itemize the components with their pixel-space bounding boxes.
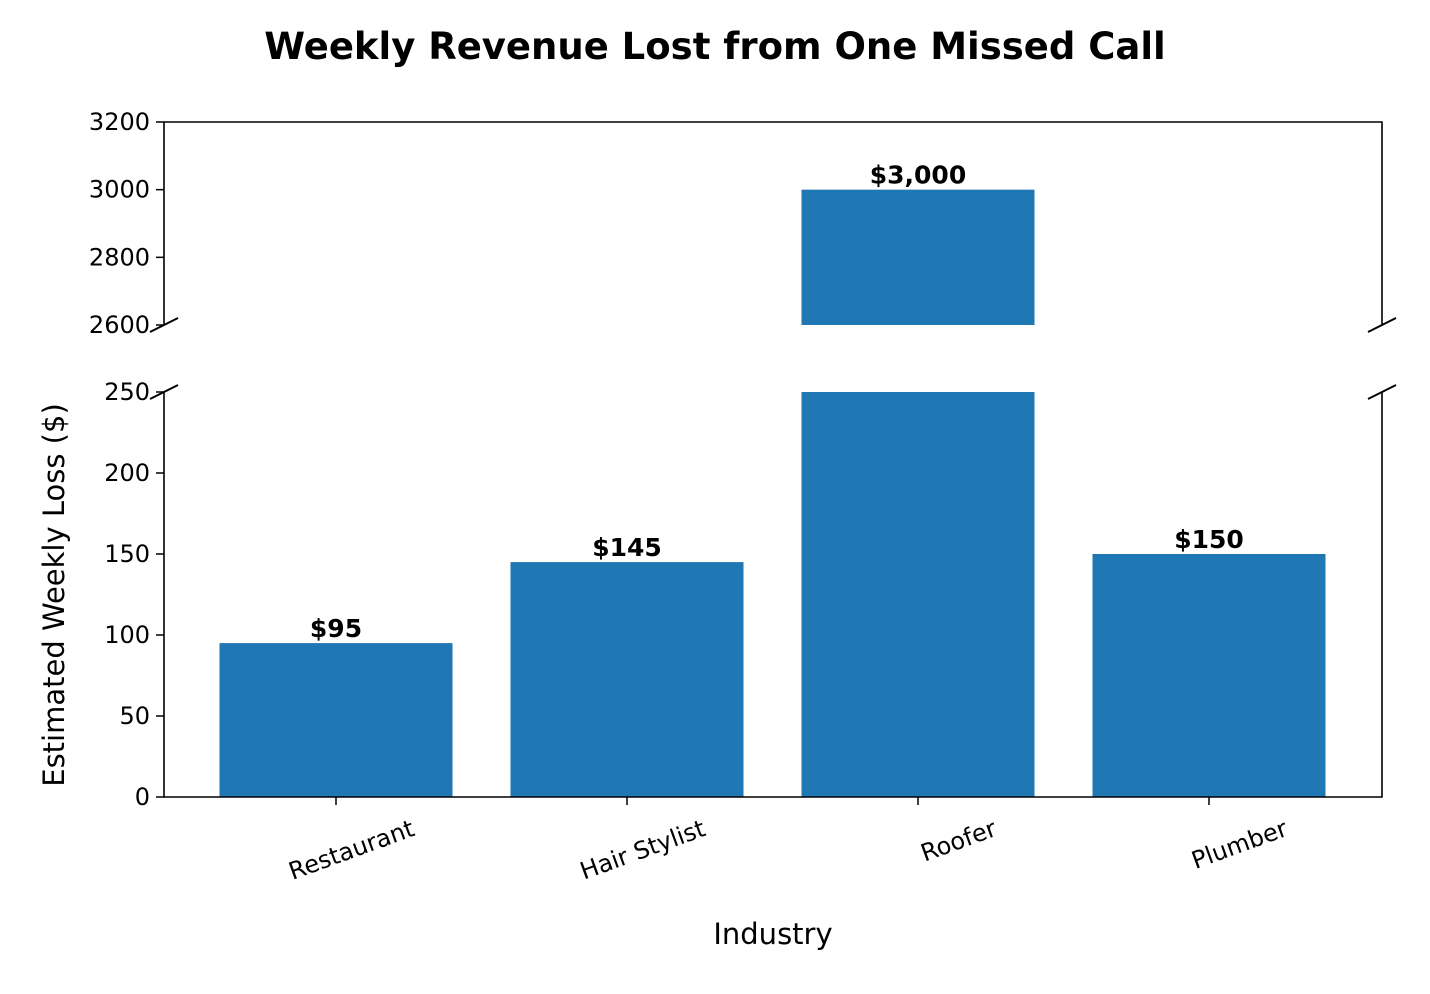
upper-y-tick-label: 2800 (89, 243, 150, 271)
lower-y-tick-label: 150 (104, 540, 150, 568)
bar-roofer (801, 392, 1035, 797)
lower-y-tick-label: 200 (104, 459, 150, 487)
upper-y-tick-label: 3000 (89, 176, 150, 204)
axis-break-mark (1367, 317, 1397, 333)
bar-plumber (1092, 554, 1326, 797)
upper-y-tick-label: 3200 (89, 108, 150, 136)
lower-y-tick-label: 100 (104, 621, 150, 649)
x-tick-label: Restaurant (285, 814, 418, 885)
x-tick-label: Roofer (917, 814, 1000, 867)
data-label: $95 (310, 614, 362, 643)
lower-y-tick-label: 250 (104, 378, 150, 406)
axis-break-mark (149, 384, 179, 400)
axis-break-mark (1367, 384, 1397, 400)
axis-break-mark (149, 317, 179, 333)
upper-y-tick-label: 2600 (89, 311, 150, 339)
data-label: $3,000 (870, 161, 966, 190)
bar-hair-stylist (510, 562, 744, 797)
lower-y-tick-label: 0 (135, 783, 150, 811)
x-tick-label: Hair Stylist (576, 814, 709, 885)
bar-restaurant (219, 643, 453, 797)
upper-axes-frame (163, 121, 1383, 325)
x-tick-label: Plumber (1188, 814, 1291, 874)
lower-axes-frame (163, 392, 1383, 798)
lower-y-tick-label: 50 (119, 702, 150, 730)
chart-title: Weekly Revenue Lost from One Missed Call (264, 25, 1165, 68)
data-label: $150 (1174, 525, 1244, 554)
y-axis-label: Estimated Weekly Loss ($) (37, 403, 71, 787)
bar-upper-roofer (801, 189, 1035, 325)
data-label: $145 (592, 533, 662, 562)
x-axis-label: Industry (713, 917, 832, 951)
